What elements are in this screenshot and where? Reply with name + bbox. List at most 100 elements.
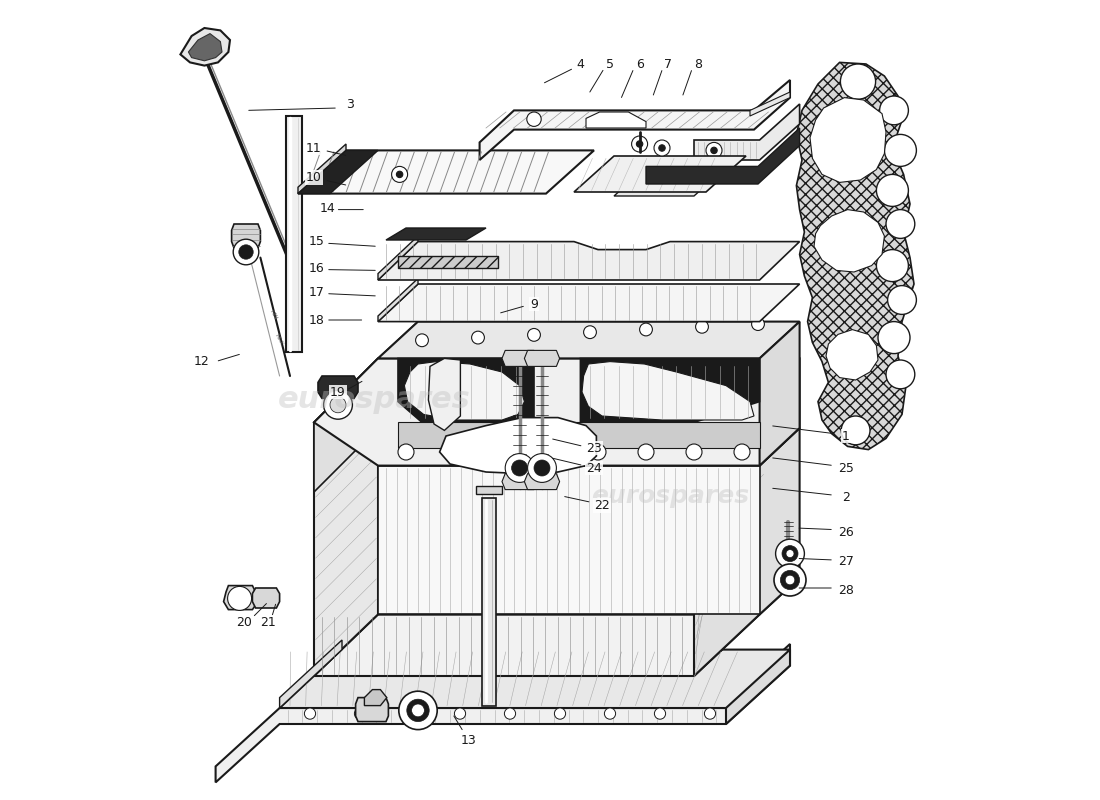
Polygon shape xyxy=(502,350,537,366)
Circle shape xyxy=(780,570,800,590)
Text: 28: 28 xyxy=(838,584,854,597)
Text: 26: 26 xyxy=(838,526,854,538)
Circle shape xyxy=(590,444,606,460)
Text: eurospares: eurospares xyxy=(277,386,471,414)
Circle shape xyxy=(704,708,716,719)
Text: 17: 17 xyxy=(308,286,324,298)
Text: 14: 14 xyxy=(320,202,336,214)
Circle shape xyxy=(446,444,462,460)
Text: 10: 10 xyxy=(306,171,322,184)
Polygon shape xyxy=(180,28,230,66)
Circle shape xyxy=(786,550,794,558)
Polygon shape xyxy=(814,210,884,272)
Circle shape xyxy=(734,444,750,460)
Circle shape xyxy=(416,334,428,346)
Circle shape xyxy=(534,460,550,476)
Circle shape xyxy=(411,704,425,717)
Polygon shape xyxy=(398,422,760,448)
Circle shape xyxy=(472,331,484,344)
Polygon shape xyxy=(581,358,760,422)
Polygon shape xyxy=(314,358,800,466)
Polygon shape xyxy=(318,376,358,398)
Polygon shape xyxy=(614,160,734,196)
Text: 3: 3 xyxy=(346,98,354,110)
Circle shape xyxy=(527,112,541,126)
Circle shape xyxy=(638,444,654,460)
Text: MAX: MAX xyxy=(274,334,284,346)
Polygon shape xyxy=(826,330,878,380)
Circle shape xyxy=(604,708,616,719)
Polygon shape xyxy=(364,690,387,706)
Polygon shape xyxy=(216,650,790,782)
Polygon shape xyxy=(750,92,790,116)
Text: 18: 18 xyxy=(308,314,324,326)
Polygon shape xyxy=(525,474,560,490)
Circle shape xyxy=(542,444,558,460)
Circle shape xyxy=(505,708,516,719)
Text: 27: 27 xyxy=(838,555,854,568)
Circle shape xyxy=(654,140,670,156)
Circle shape xyxy=(659,145,666,151)
Polygon shape xyxy=(286,116,302,352)
Circle shape xyxy=(886,210,915,238)
Polygon shape xyxy=(378,236,418,280)
Circle shape xyxy=(782,546,797,562)
Circle shape xyxy=(776,539,804,568)
Circle shape xyxy=(305,708,316,719)
Text: 5: 5 xyxy=(606,58,614,70)
Polygon shape xyxy=(525,350,560,366)
Polygon shape xyxy=(428,358,461,430)
Circle shape xyxy=(233,239,258,265)
Polygon shape xyxy=(232,224,261,248)
Circle shape xyxy=(840,64,876,99)
Polygon shape xyxy=(378,578,800,614)
Circle shape xyxy=(877,250,909,282)
Polygon shape xyxy=(694,104,800,160)
Polygon shape xyxy=(355,698,388,722)
Circle shape xyxy=(584,326,596,338)
Polygon shape xyxy=(726,644,790,724)
Circle shape xyxy=(494,444,510,460)
Polygon shape xyxy=(279,640,342,708)
Polygon shape xyxy=(574,156,746,192)
Polygon shape xyxy=(476,486,502,494)
Circle shape xyxy=(392,166,408,182)
Text: 25: 25 xyxy=(838,462,854,474)
Polygon shape xyxy=(582,362,754,420)
Circle shape xyxy=(877,174,909,206)
Circle shape xyxy=(785,575,795,585)
Circle shape xyxy=(886,360,915,389)
Polygon shape xyxy=(298,150,594,194)
Circle shape xyxy=(454,708,465,719)
Text: 9: 9 xyxy=(530,298,538,310)
Polygon shape xyxy=(314,358,378,676)
Polygon shape xyxy=(378,284,800,322)
Circle shape xyxy=(554,708,565,719)
Circle shape xyxy=(751,318,764,330)
Polygon shape xyxy=(440,418,596,474)
Polygon shape xyxy=(646,128,800,184)
Circle shape xyxy=(239,245,253,259)
Circle shape xyxy=(878,322,910,354)
Circle shape xyxy=(330,397,346,413)
Text: 7: 7 xyxy=(664,58,672,70)
Circle shape xyxy=(407,699,429,722)
Text: eurospares: eurospares xyxy=(591,484,749,508)
Text: 23: 23 xyxy=(586,442,602,454)
Polygon shape xyxy=(378,466,760,614)
Polygon shape xyxy=(252,588,279,608)
Polygon shape xyxy=(314,614,760,676)
Circle shape xyxy=(639,323,652,336)
Polygon shape xyxy=(279,650,790,708)
Circle shape xyxy=(396,171,403,178)
Polygon shape xyxy=(480,80,790,160)
Text: 22: 22 xyxy=(594,499,609,512)
Text: 15: 15 xyxy=(308,235,324,248)
Circle shape xyxy=(711,147,717,154)
Circle shape xyxy=(528,454,557,482)
Circle shape xyxy=(654,708,666,719)
Polygon shape xyxy=(502,474,537,490)
Text: 11: 11 xyxy=(306,142,322,154)
Text: 20: 20 xyxy=(236,616,252,629)
Circle shape xyxy=(880,96,909,125)
